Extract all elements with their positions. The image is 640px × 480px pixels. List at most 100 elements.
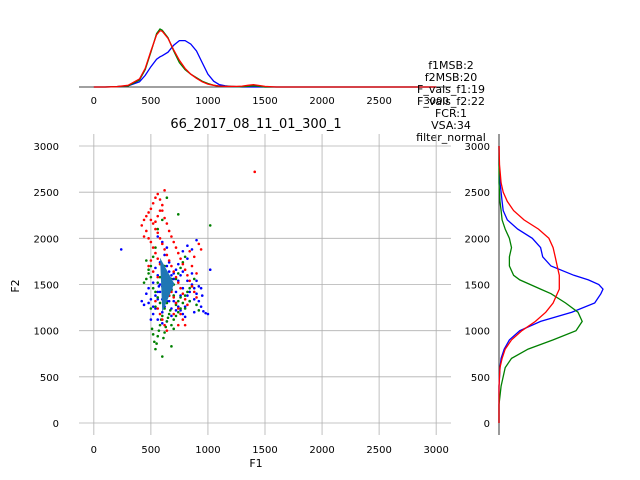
- y-tick-label: 1500: [34, 281, 59, 292]
- scatter-point-green: [183, 294, 187, 297]
- x-tick-label: 3000: [423, 445, 448, 456]
- scatter-point-red: [165, 222, 169, 225]
- scatter-point-green: [183, 255, 187, 259]
- info-line: F_vals_f2:22: [417, 95, 485, 108]
- scatter-point-green: [145, 259, 148, 262]
- scatter-point-green: [158, 275, 162, 279]
- scatter-point-green: [181, 301, 185, 305]
- scatter-point-blue: [170, 314, 173, 318]
- scatter-point-blue: [151, 305, 155, 308]
- top-x-tick-label: 1500: [252, 96, 277, 107]
- scatter-point-red: [156, 275, 160, 279]
- scatter-point-red: [195, 296, 198, 299]
- scatter-point-red: [147, 264, 150, 268]
- scatter-point-green: [154, 246, 157, 249]
- scatter-point-red: [145, 229, 148, 233]
- right-y-tick-label: 3000: [465, 142, 490, 153]
- scatter-point-green: [170, 323, 173, 327]
- scatter-point-red: [151, 270, 155, 273]
- scatter-point-green: [168, 309, 172, 312]
- scatter-point-blue: [181, 312, 185, 316]
- scatter-point-blue: [145, 292, 148, 296]
- scatter-point-red: [142, 235, 146, 238]
- scatter-point-green: [157, 329, 161, 332]
- scatter-point-green: [170, 345, 173, 348]
- scatter-point-red: [172, 270, 176, 273]
- scatter-point-red: [142, 218, 146, 222]
- main-grid: [79, 134, 451, 435]
- scatter-point-green: [161, 314, 164, 318]
- right-density-y-ticks: 0 500 1000 1500 2000 2500 3000: [465, 142, 490, 430]
- scatter-point-green: [162, 336, 165, 340]
- scatter-point-blue: [208, 268, 212, 272]
- scatter-point-green: [179, 266, 182, 270]
- scatter-point-red: [163, 189, 166, 192]
- scatter-point-red: [172, 296, 176, 299]
- scatter-point-red: [158, 312, 162, 316]
- scatter-point-red: [161, 318, 164, 321]
- scatter-point-green: [188, 286, 191, 290]
- scatter-point-blue: [165, 246, 169, 249]
- scatter-point-green: [145, 277, 148, 281]
- scatter-point-blue: [154, 294, 157, 297]
- scatter-point-red: [176, 323, 180, 327]
- right-density-curve-green: [498, 146, 583, 423]
- scatter-point-blue: [165, 264, 169, 268]
- right-density-curve-blue: [498, 146, 604, 423]
- vowel-space-triangle: [160, 257, 175, 313]
- scatter-point-red: [163, 323, 166, 327]
- top-x-tick-label: 2000: [309, 96, 334, 107]
- scatter-point-red: [154, 299, 157, 303]
- info-line: filter_normal: [416, 131, 486, 144]
- scatter-point-red: [161, 203, 164, 207]
- top-x-tick-label: 1000: [195, 96, 220, 107]
- scatter-point-red: [176, 307, 180, 310]
- y-tick-label: 0: [53, 419, 59, 430]
- scatter-point-green: [179, 296, 182, 299]
- scatter-point-red: [140, 224, 144, 227]
- scatter-point-blue: [167, 261, 171, 264]
- right-y-tick-label: 1500: [465, 281, 490, 292]
- scatter-point-blue: [181, 286, 185, 290]
- scatter-point-green: [158, 301, 162, 305]
- scatter-point-blue: [190, 272, 194, 275]
- scatter-point-blue: [167, 270, 171, 273]
- main-y-ticks: 0 500 1000 1500 2000 2500 3000: [34, 142, 59, 430]
- scatter-point-red: [172, 312, 176, 316]
- scatter-point-red: [154, 227, 157, 231]
- scatter-point-blue: [195, 279, 198, 283]
- right-y-tick-label: 2000: [465, 234, 490, 245]
- top-density-curves: [93, 28, 437, 88]
- scatter-point-red: [163, 216, 166, 220]
- x-tick-label: 500: [141, 445, 160, 456]
- scatter-point-green: [150, 327, 154, 331]
- scatter-point-green: [174, 303, 178, 307]
- info-text-block: f1MSB:2 f2MSB:20 F_vals_f1:19 F_vals_f2:…: [416, 59, 486, 144]
- scatter-point-red: [174, 275, 178, 279]
- scatter-point-green: [142, 281, 146, 284]
- scatter-point-blue: [179, 273, 182, 277]
- scatter-point-blue: [161, 310, 164, 314]
- scatter-point-green: [176, 310, 180, 314]
- y-tick-label: 500: [40, 373, 59, 384]
- scatter-point-blue: [147, 301, 150, 305]
- scatter-point-red: [183, 297, 187, 301]
- scatter-point-blue: [174, 309, 178, 312]
- scatter-point-red: [190, 264, 194, 268]
- scatter-point-green: [174, 314, 178, 318]
- scatter-point-green: [154, 347, 157, 351]
- scatter-point-green: [174, 277, 178, 281]
- scatter-point-red: [158, 198, 162, 201]
- scatter-point-green: [154, 290, 157, 294]
- y-tick-label: 2500: [34, 188, 59, 199]
- x-tick-label: 1500: [252, 445, 277, 456]
- scatter-point-blue: [161, 240, 164, 244]
- scatter-point-red: [174, 246, 178, 249]
- scatter-point-red: [183, 323, 187, 327]
- scatter-point-red: [154, 220, 157, 224]
- scatter-point-blue: [172, 272, 176, 275]
- y-tick-label: 3000: [34, 142, 59, 153]
- scatter-point-green: [186, 290, 189, 294]
- scatter-point-red: [181, 262, 185, 266]
- scatter-point-red: [197, 242, 201, 246]
